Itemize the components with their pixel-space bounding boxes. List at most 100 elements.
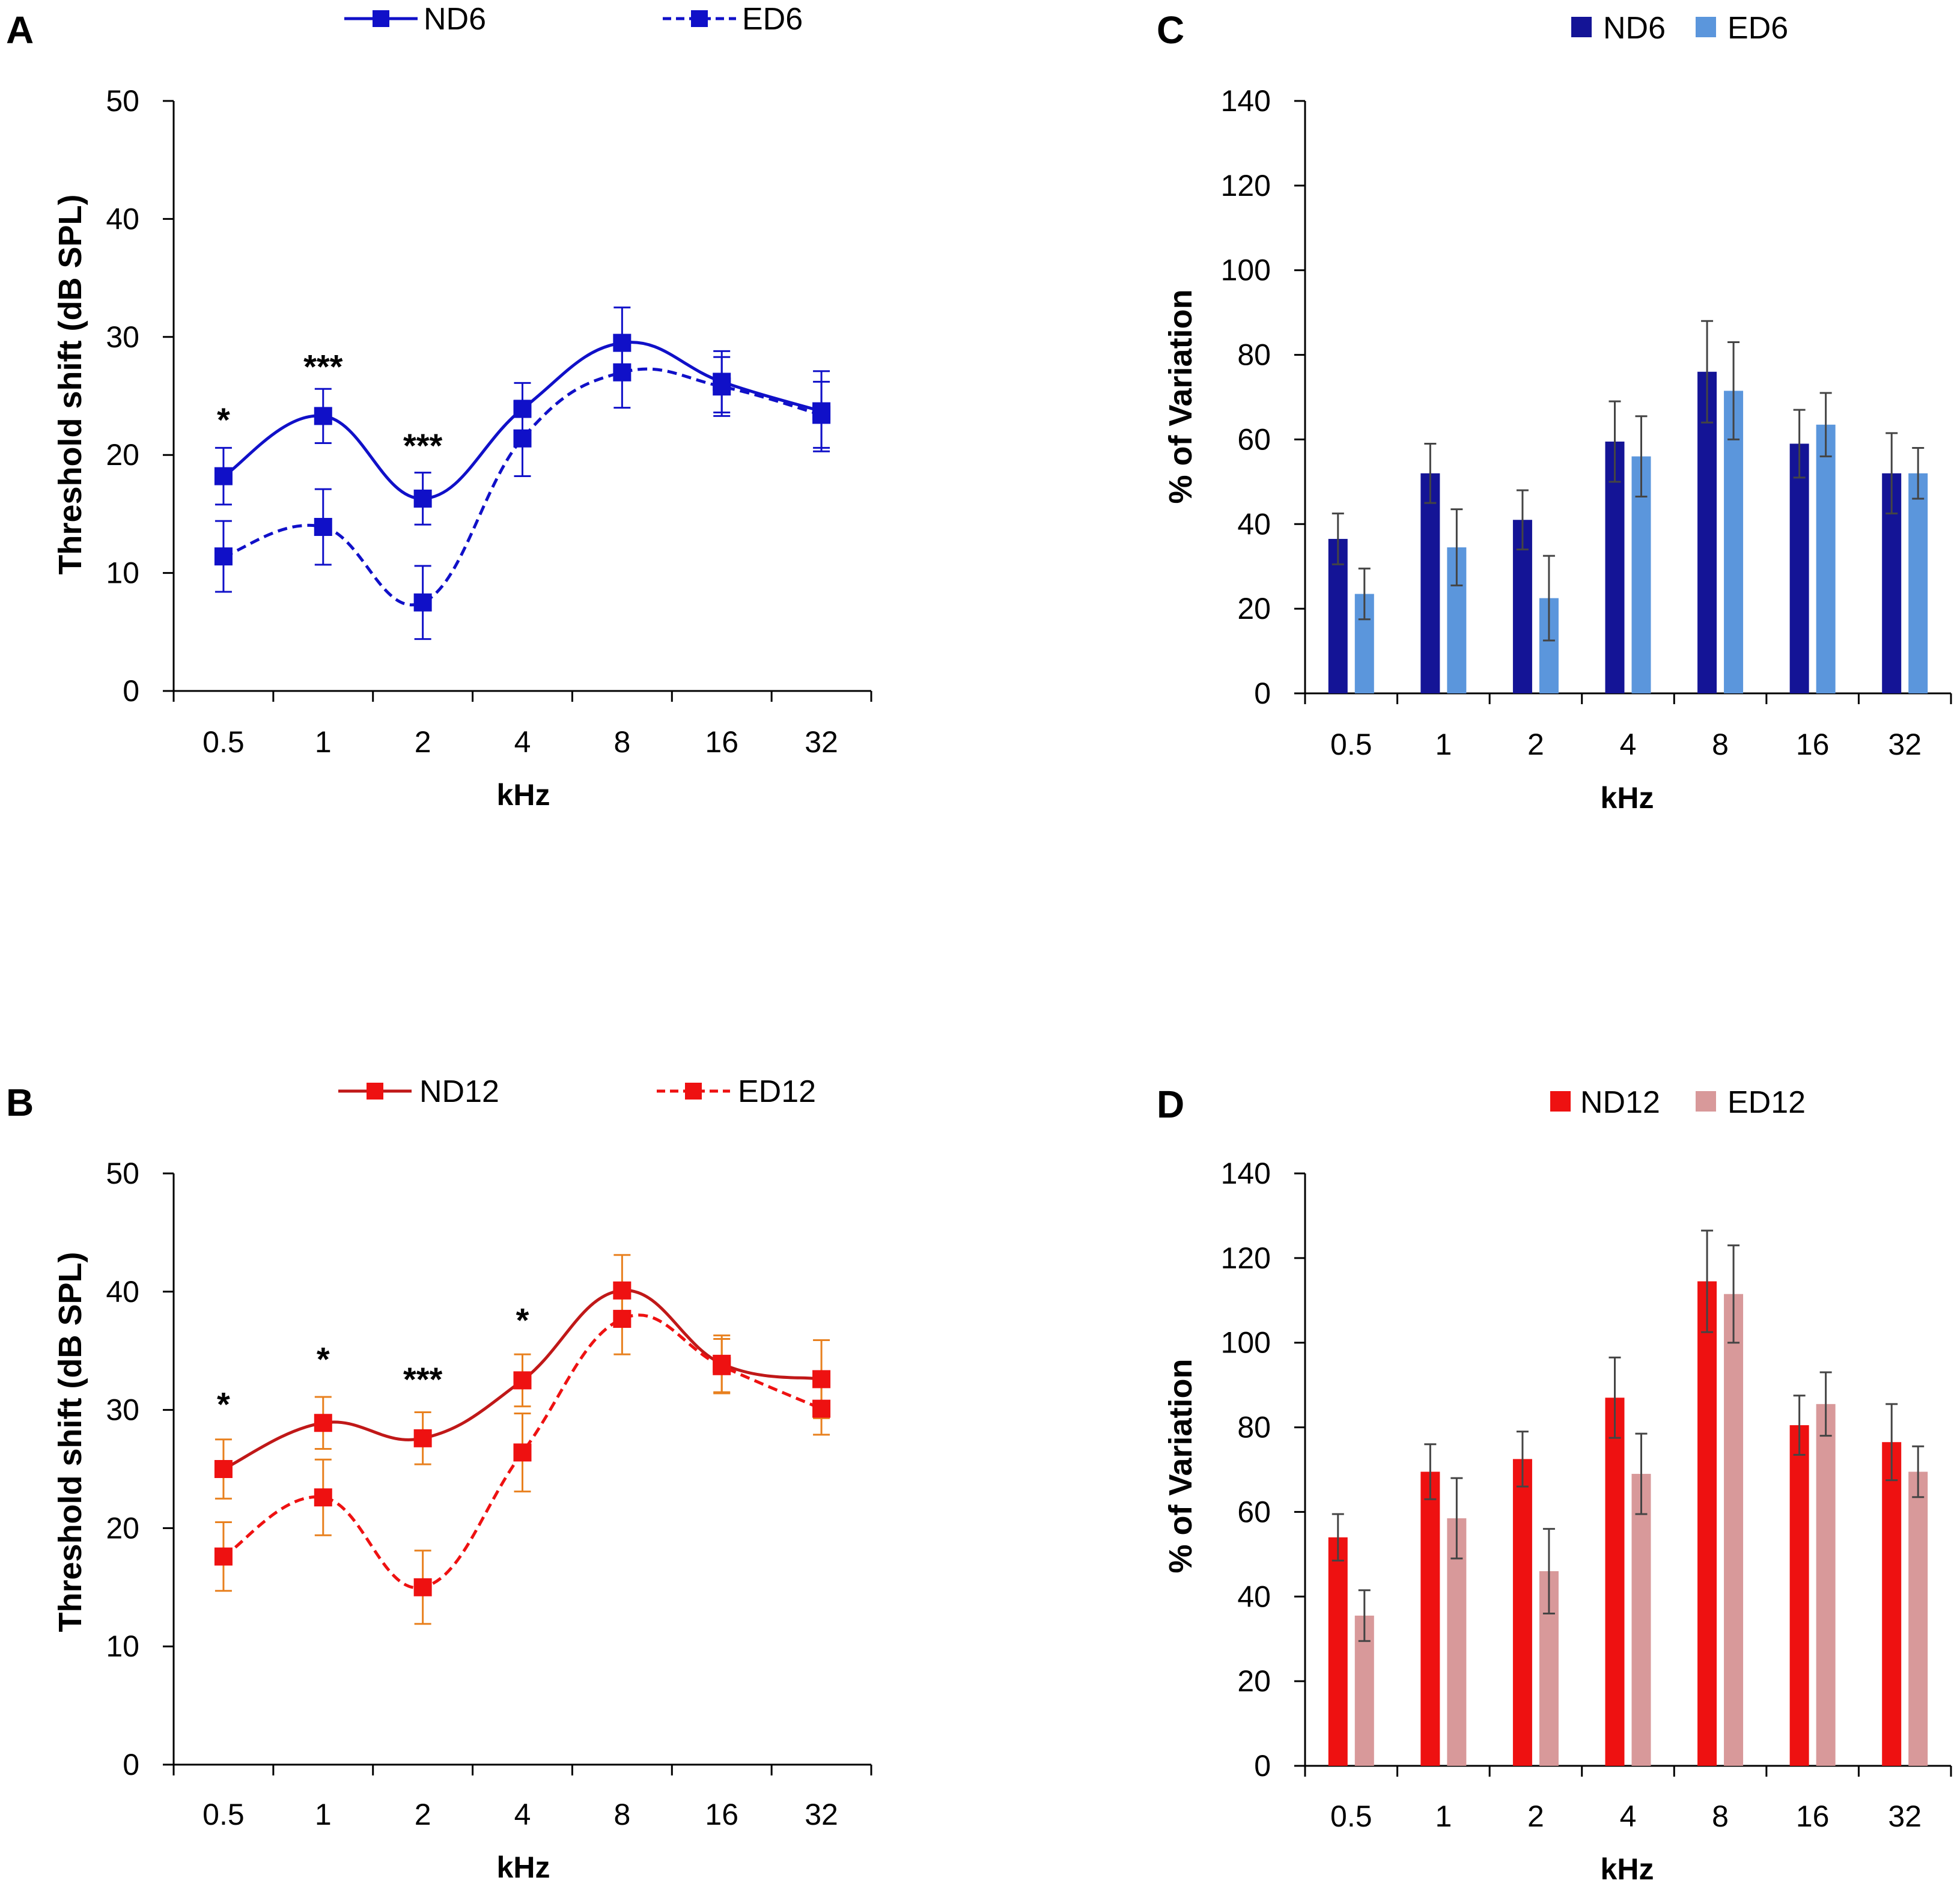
panel-label-d: D <box>1157 1083 1184 1126</box>
x-tick-label: 2 <box>415 725 431 759</box>
y-tick-label: 20 <box>106 438 139 472</box>
y-tick-label: 140 <box>1221 1157 1271 1190</box>
data-point-marker <box>613 1281 632 1300</box>
bar-ed12 <box>1724 1294 1744 1766</box>
legend-swatch-nd12 <box>1550 1091 1571 1112</box>
y-axis-label-a: Threshold shift (dB SPL) <box>52 195 88 575</box>
bar-nd6 <box>1420 473 1440 693</box>
bar-ed12 <box>1447 1518 1467 1766</box>
y-tick-label: 0 <box>123 1748 139 1781</box>
data-point-marker <box>214 547 233 566</box>
significance-marker: *** <box>403 1360 443 1398</box>
significance-marker: * <box>217 401 230 439</box>
x-tick-label: 4 <box>514 725 531 759</box>
x-axis-label-d: kHz <box>1601 1852 1654 1886</box>
x-tick-label: 16 <box>1796 1799 1830 1833</box>
y-tick-label: 100 <box>1221 254 1271 287</box>
plot-panel-d: 0 20 40 60 80 100 120 140 0.5 1 2 4 8 16 32 <box>1221 1157 1952 1833</box>
panel-label-c: C <box>1157 8 1184 52</box>
data-point-marker <box>513 1371 532 1390</box>
legend-label-ed6: ED6 <box>1727 11 1788 46</box>
bar-nd6 <box>1789 443 1809 693</box>
legend-label-nd6: ND6 <box>424 2 486 37</box>
x-tick-label: 0.5 <box>1330 1799 1372 1833</box>
legend-marker-ed6 <box>691 10 708 27</box>
bar-nd12 <box>1697 1281 1717 1766</box>
legend-label-ed12: ED12 <box>738 1074 816 1109</box>
x-tick-label: 8 <box>1712 1799 1729 1833</box>
x-tick-label: 32 <box>805 1798 838 1831</box>
x-tick-label: 0.5 <box>1330 728 1372 761</box>
y-tick-label: 40 <box>1237 507 1271 541</box>
data-point-marker <box>413 489 432 508</box>
data-point-marker <box>413 593 432 612</box>
data-point-marker <box>613 1310 632 1328</box>
data-point-marker <box>812 406 831 424</box>
x-tick-label: 4 <box>514 1798 531 1831</box>
x-tick-label: 16 <box>1796 728 1830 761</box>
data-point-marker <box>214 1460 233 1478</box>
x-tick-label: 4 <box>1620 728 1637 761</box>
y-tick-label: 50 <box>106 1157 139 1190</box>
legend-panel-b: ND12 ED12 <box>338 1074 816 1109</box>
y-tick-label: 60 <box>1237 1495 1271 1529</box>
y-tick-label: 140 <box>1221 84 1271 118</box>
significance-marker: * <box>317 1340 330 1378</box>
panel-c: C ND6 ED6 0 20 40 60 80 100 120 140 0.5 1 2 4 8 16 32 k… <box>1157 8 1952 815</box>
bar-ed12 <box>1816 1404 1836 1766</box>
data-point-marker <box>713 377 731 396</box>
y-tick-label: 10 <box>106 1629 139 1663</box>
y-tick-label: 80 <box>1237 338 1271 372</box>
y-tick-label: 0 <box>123 674 139 708</box>
data-point-marker <box>613 333 632 352</box>
x-tick-label: 32 <box>1888 728 1922 761</box>
legend-marker-nd12 <box>367 1083 383 1100</box>
legend-swatch-nd6 <box>1571 17 1592 37</box>
x-tick-label: 8 <box>613 1798 630 1831</box>
data-point-marker <box>812 1370 831 1389</box>
x-tick-label: 4 <box>1620 1799 1637 1833</box>
bar-ed6 <box>1816 424 1836 693</box>
y-tick-label: 120 <box>1221 1241 1271 1275</box>
x-tick-label: 2 <box>415 1798 431 1831</box>
significance-marker: * <box>516 1301 529 1339</box>
data-point-marker <box>812 1399 831 1418</box>
y-tick-label: 0 <box>1254 1749 1271 1783</box>
x-tick-label: 1 <box>1435 1799 1452 1833</box>
x-tick-label: 0.5 <box>202 725 245 759</box>
x-tick-label: 16 <box>705 1798 738 1831</box>
legend-panel-d: ND12 ED12 <box>1550 1085 1806 1120</box>
legend-swatch-ed6 <box>1696 17 1716 37</box>
significance-marker: *** <box>303 348 343 386</box>
legend-label-nd12: ND12 <box>1580 1085 1660 1120</box>
panel-label-a: A <box>6 8 34 52</box>
panel-d: D ND12 ED12 0 20 40 60 80 100 120 140 0.5 1 2 4 8 16 32… <box>1157 1083 1952 1886</box>
x-tick-label: 16 <box>705 725 738 759</box>
data-point-marker <box>413 1578 432 1596</box>
x-tick-label: 1 <box>1435 728 1452 761</box>
y-tick-label: 40 <box>1237 1580 1271 1613</box>
plot-panel-c: 0 20 40 60 80 100 120 140 0.5 1 2 4 8 16 32 <box>1221 84 1952 761</box>
data-point-marker <box>214 1547 233 1566</box>
data-point-marker <box>214 467 233 485</box>
y-tick-label: 20 <box>106 1511 139 1545</box>
bar-ed12 <box>1908 1471 1928 1766</box>
data-point-marker <box>513 1443 532 1462</box>
y-axis-label-d: % of Variation <box>1163 1358 1199 1573</box>
y-tick-label: 50 <box>106 84 139 118</box>
data-point-marker <box>314 518 332 537</box>
x-axis-label-a: kHz <box>497 778 550 812</box>
legend-panel-a: ND6 ED6 <box>344 2 803 37</box>
significance-marker: * <box>217 1385 230 1423</box>
x-axis-label-c: kHz <box>1601 781 1654 815</box>
legend-marker-nd6 <box>373 10 389 27</box>
x-tick-label: 1 <box>315 1798 332 1831</box>
data-point-marker <box>713 1357 731 1375</box>
legend-panel-c: ND6 ED6 <box>1571 11 1788 46</box>
data-point-marker <box>513 429 532 448</box>
legend-label-ed6: ED6 <box>742 2 803 37</box>
data-point-marker <box>314 407 332 425</box>
